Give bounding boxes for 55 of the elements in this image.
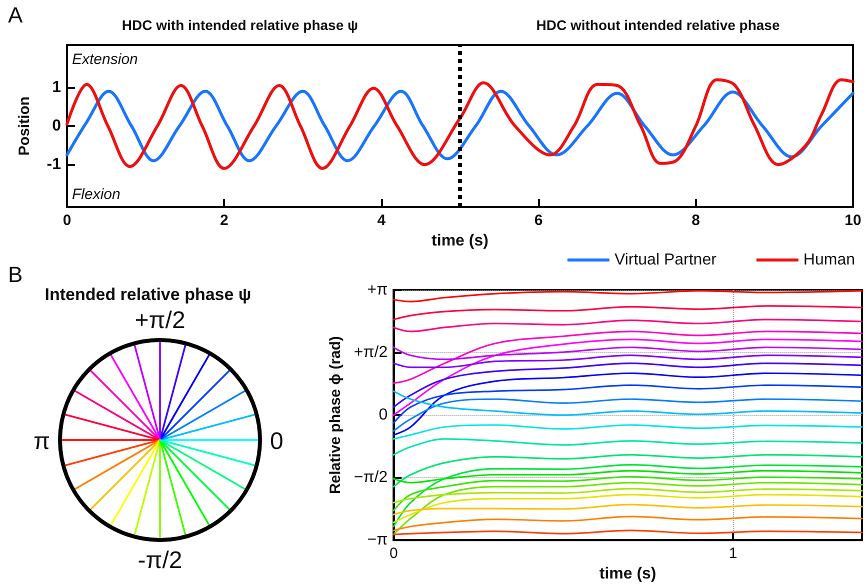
line-series [392, 470, 863, 484]
line-series [392, 290, 863, 302]
line-series [392, 504, 863, 516]
x-axis-title: time (s) [599, 566, 656, 582]
text: B [8, 262, 23, 287]
legend-label: Human [803, 252, 855, 268]
y-tick-label: 1 [52, 78, 62, 96]
line-series [392, 488, 863, 504]
text: -π/2 [138, 547, 182, 574]
line-series [66, 78, 854, 170]
x-tick-label: 6 [534, 212, 543, 229]
y-tick-label: 0 [52, 118, 62, 134]
text: +π/2 [134, 307, 186, 334]
line-series [392, 330, 863, 384]
line-series [392, 398, 863, 432]
y-tick-label: −π [367, 532, 388, 549]
annotation: Flexion [72, 186, 120, 203]
line-series [392, 424, 863, 440]
y-tick-label: −π/2 [354, 469, 388, 486]
line-series [392, 346, 863, 360]
line-series [392, 384, 863, 424]
line-series [392, 362, 863, 408]
y-tick-label: -1 [46, 156, 62, 174]
line-series [392, 482, 863, 536]
y-axis-title: Position [16, 96, 33, 156]
y-tick-label: +π [367, 282, 388, 298]
text: π [33, 428, 50, 455]
x-axis-title: time (s) [432, 232, 488, 250]
line-series [392, 494, 863, 524]
legend-label: Virtual Partner [614, 252, 718, 268]
line-series [392, 354, 863, 368]
line-series [392, 438, 863, 456]
line-series [392, 305, 863, 320]
line-series [392, 454, 863, 488]
line-series [392, 390, 863, 416]
line-series [392, 338, 863, 416]
line-series [392, 476, 863, 512]
text: Intended relative phase ψ [44, 285, 252, 304]
y-axis-title: Relative phase ϕ (rad) [327, 336, 344, 494]
x-tick-label: 4 [377, 212, 386, 229]
y-tick-label: +π/2 [354, 344, 388, 362]
x-tick-label: 10 [844, 212, 862, 229]
line-series [392, 516, 863, 532]
x-tick-label: 2 [220, 212, 228, 229]
annotation: Extension [72, 51, 138, 68]
line-series [392, 372, 863, 436]
text: HDC with intended relative phase ψ [122, 17, 358, 33]
text: 0 [270, 428, 284, 455]
text: A [8, 2, 23, 28]
y-tick-label: 0 [378, 406, 388, 424]
line-series [392, 318, 863, 332]
line-series [392, 464, 863, 528]
x-tick-label: 8 [692, 212, 700, 229]
line-series [66, 90, 854, 162]
text: HDC without intended relative phase [536, 17, 780, 33]
